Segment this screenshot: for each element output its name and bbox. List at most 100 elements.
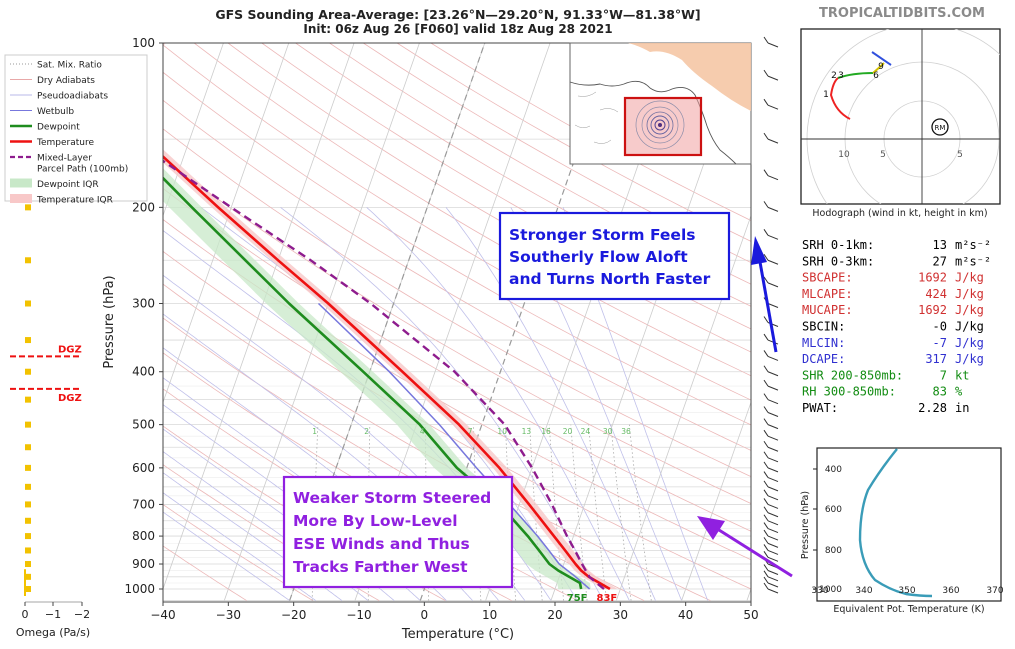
wind-barb [763, 169, 779, 181]
hodo-ring-label-2: 5 [880, 150, 886, 160]
wind-barb [763, 522, 779, 534]
legend-item: Dry Adiabats [10, 76, 95, 86]
barb-flag [763, 582, 769, 590]
legend-item: Dewpoint [10, 123, 80, 133]
wind-barb [763, 132, 779, 144]
parcel-path-trace [163, 159, 605, 590]
stat-row: SBCIN: -0 J/kg [802, 320, 984, 334]
stat-row: SRH 0-3km: 27 m²s⁻² [802, 254, 991, 268]
barb-flag [763, 350, 769, 357]
stats-table: SRH 0-1km: 13 m²s⁻² SRH 0-3km: 27 m²s⁻² SBCAPE… [802, 238, 991, 415]
mixing-ratio-label: 30 [603, 427, 613, 436]
barb-flag [763, 333, 769, 341]
barb-shaft [767, 542, 779, 548]
dgz-label: DGZ [58, 344, 82, 355]
omega-mark [25, 464, 31, 471]
mixing-ratio-line [570, 424, 588, 601]
barb-flag [763, 406, 769, 413]
barb-flag [763, 418, 769, 425]
pseudoadiabat [163, 511, 290, 601]
stat-label: DCAPE: [802, 352, 845, 366]
hodograph-frame [800, 28, 1001, 205]
mixing-ratio-line [529, 424, 543, 601]
wind-barb [763, 379, 779, 391]
x-tick-label: 20 [547, 608, 562, 622]
wind-barb [763, 229, 779, 240]
hodo-height-1: 1 [823, 90, 829, 100]
blue-arrow-head [751, 236, 767, 265]
wind-barb [763, 393, 779, 405]
stat-unit: J/kg [955, 320, 984, 334]
hodograph-trace-low [829, 77, 851, 120]
wind-barb [763, 429, 779, 441]
stat-label: SHR 200-850mb: [802, 368, 903, 382]
barb-flag [763, 489, 769, 497]
omega-mark [25, 533, 31, 540]
mixing-ratio-label: 1 [312, 427, 317, 436]
barb-shaft [767, 446, 779, 452]
purple-arrow-shaft [718, 528, 793, 578]
barb-shaft [767, 138, 779, 144]
annotation-strong-line3: and Turns North Faster [509, 270, 711, 288]
barb-shaft [767, 582, 779, 588]
barb-flag [763, 365, 769, 373]
dry-adiabat [163, 99, 751, 451]
figure-title: GFS Sounding Area-Average: [23.26°N—29.2… [215, 7, 700, 22]
pseudoadiabat [562, 207, 709, 601]
theta-x-tick-label: 330 [811, 586, 828, 596]
hodograph-caption: Hodograph (wind in kt, height in km) [812, 208, 987, 219]
omega-mark [25, 501, 31, 508]
dry-adiabat [163, 219, 751, 561]
wind-barb [763, 564, 779, 575]
y-tick-label: 400 [132, 365, 155, 379]
omega-mark [25, 586, 31, 592]
surface-temperature-label: 83F [597, 593, 618, 604]
theta-e-xlabel: Equivalent Pot. Temperature (K) [833, 604, 984, 615]
figure-subtitle: Init: 06z Aug 26 [F060] valid 18z Aug 28… [303, 22, 612, 36]
map-warm-shading [628, 43, 751, 111]
hodograph: RM 10 5 5 1 2 3 6 9 Hodograph (wind in k… [800, 28, 1001, 219]
barb-flag [763, 36, 769, 44]
wetbulb-trace [317, 302, 591, 590]
annotation-weak: Weaker Storm Steered More By Low-Level E… [282, 475, 514, 589]
stat-unit: m²s⁻² [955, 238, 991, 252]
legend-swatch [10, 194, 32, 203]
wind-barb [763, 471, 779, 483]
omega-mark [25, 368, 31, 375]
stat-label: MLCAPE: [802, 287, 853, 301]
barb-flag [763, 98, 769, 106]
legend-label: Dewpoint [37, 123, 80, 133]
barb-shaft [767, 371, 779, 377]
stat-value: 1692 [918, 271, 947, 285]
y-tick-label: 500 [132, 418, 155, 432]
stat-value: 83 [933, 385, 947, 399]
skewt-xlabel: Temperature (°C) [401, 627, 514, 642]
x-tick-label: −30 [216, 608, 241, 622]
annotation-strong: Stronger Storm Feels Southerly Flow Alof… [498, 211, 731, 301]
wind-barb [763, 461, 779, 473]
omega-tick-label: −2 [74, 608, 90, 621]
wind-barb [763, 276, 779, 288]
barb-flag [763, 471, 769, 478]
stat-value: 1692 [918, 303, 947, 317]
pseudoadiabat [366, 207, 630, 601]
dry-adiabat [163, 44, 751, 401]
x-tick-label: −10 [346, 608, 371, 622]
stat-row: SHR 200-850mb: 7 kt [802, 368, 969, 382]
barb-shaft [767, 259, 779, 265]
omega-mark [25, 337, 31, 344]
y-tick-label: 600 [132, 461, 155, 475]
stat-row: SBCAPE: 1692 J/kg [802, 271, 984, 285]
y-tick-label: 300 [132, 297, 155, 311]
map-inset [569, 42, 752, 165]
barb-flag [763, 451, 769, 459]
isotherm [163, 43, 290, 404]
mixing-ratio-label: 10 [497, 427, 507, 436]
stat-value: 13 [933, 238, 947, 252]
barb-shaft [767, 206, 779, 212]
legend-item: Sat. Mix. Ratio [10, 61, 102, 71]
barb-flag [763, 576, 769, 584]
legend-label: Sat. Mix. Ratio [37, 61, 102, 71]
stat-row: DCAPE: 317 J/kg [802, 352, 984, 366]
